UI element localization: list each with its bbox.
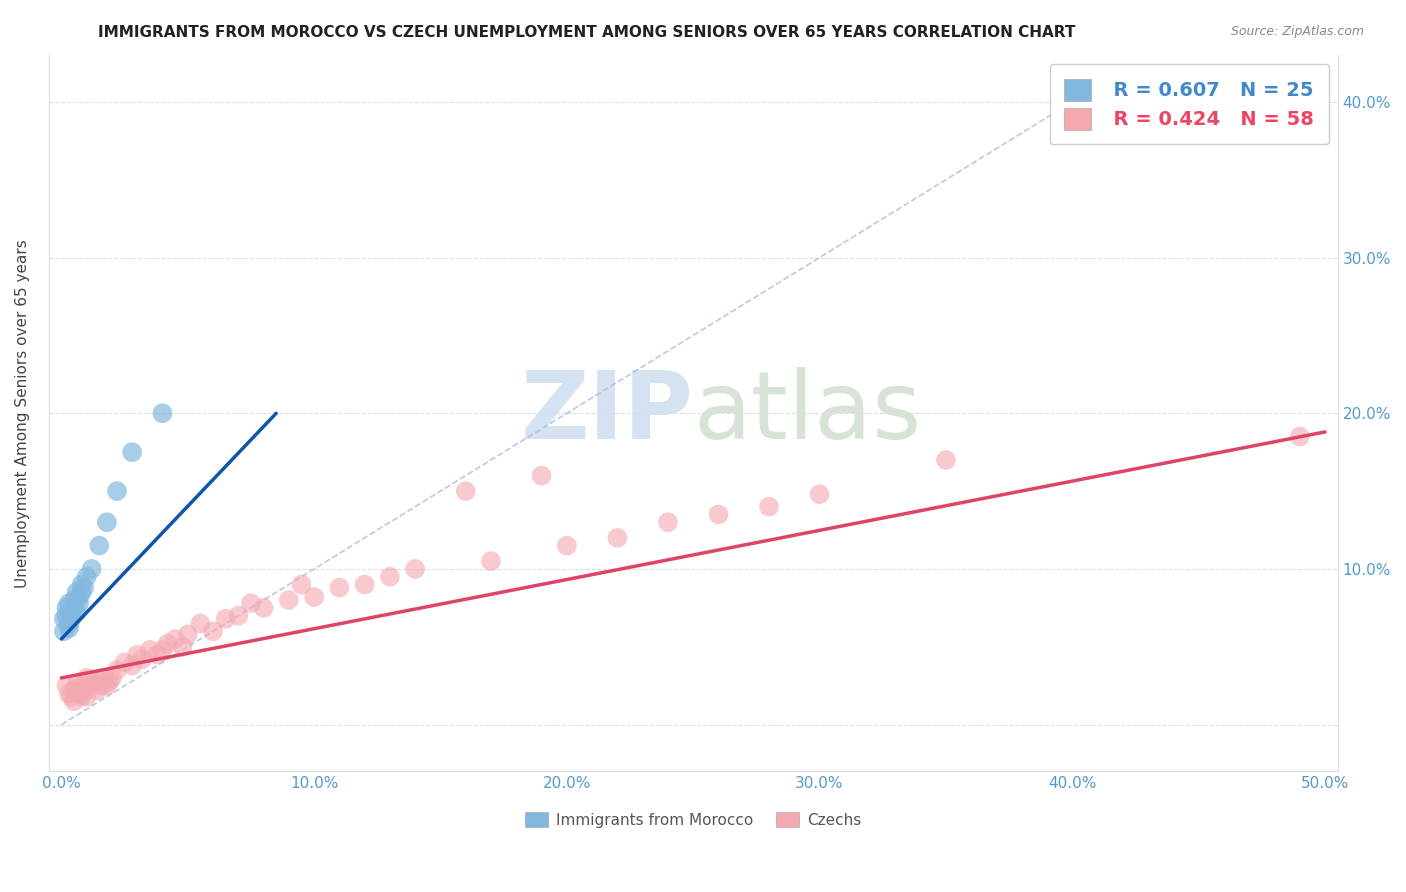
Point (98, 674, 121, 689)
Point (65, 606, 87, 620)
Point (101, 671, 124, 685)
Point (63, 600, 86, 615)
Point (290, 577, 312, 591)
Point (606, 531, 628, 545)
Point (121, 658, 143, 673)
Point (808, 487, 831, 501)
Point (93, 671, 115, 685)
Point (404, 562, 426, 576)
Point (152, 643, 174, 657)
Point (202, 624, 225, 639)
Point (70, 679, 93, 693)
Point (454, 484, 477, 499)
Point (86, 683, 108, 698)
Point (76, 671, 98, 685)
Point (60, 612, 83, 626)
Text: Source: ZipAtlas.com: Source: ZipAtlas.com (1230, 25, 1364, 38)
Text: atlas: atlas (693, 368, 921, 459)
Point (96, 679, 118, 693)
Point (214, 612, 236, 626)
Point (96, 515, 118, 529)
Point (67, 590, 90, 604)
Point (65, 585, 87, 599)
Point (172, 640, 194, 654)
Point (758, 500, 780, 514)
Point (52, 624, 75, 639)
Point (121, 445, 143, 459)
Point (60, 606, 83, 620)
Point (89, 674, 111, 689)
Point (73, 683, 96, 698)
Point (90, 679, 112, 693)
Point (58, 616, 80, 631)
Point (55, 608, 77, 623)
Y-axis label: Unemployment Among Seniors over 65 years: Unemployment Among Seniors over 65 years (15, 239, 30, 588)
Point (131, 652, 153, 666)
Point (114, 656, 136, 670)
Point (73, 581, 96, 595)
Point (165, 632, 187, 646)
Point (935, 453, 957, 467)
Point (76, 570, 98, 584)
Point (177, 627, 200, 641)
Point (58, 621, 80, 635)
Point (226, 608, 249, 623)
Point (58, 596, 80, 610)
Point (152, 406, 174, 420)
Point (353, 577, 375, 591)
Point (52, 612, 75, 626)
Point (80, 674, 103, 689)
Point (302, 590, 325, 604)
Point (139, 643, 162, 657)
Point (77, 679, 100, 693)
Point (127, 648, 149, 662)
Text: ZIP: ZIP (520, 368, 693, 459)
Point (89, 539, 111, 553)
Point (479, 554, 502, 568)
Point (328, 581, 350, 595)
Point (63, 683, 86, 698)
Point (70, 690, 93, 704)
Point (277, 593, 299, 607)
Point (55, 600, 77, 615)
Point (239, 596, 262, 610)
Point (555, 539, 578, 553)
Point (80, 562, 103, 576)
Point (657, 515, 679, 529)
Point (1288, 429, 1310, 443)
Legend: Immigrants from Morocco, Czechs: Immigrants from Morocco, Czechs (517, 804, 869, 835)
Point (105, 663, 128, 677)
Point (378, 570, 401, 584)
Point (105, 484, 128, 499)
Point (60, 690, 83, 704)
Point (63, 593, 86, 607)
Point (55, 679, 77, 693)
Point (156, 637, 179, 651)
Point (530, 468, 553, 483)
Point (65, 679, 87, 693)
Point (58, 686, 80, 700)
Point (707, 508, 730, 522)
Text: IMMIGRANTS FROM MOROCCO VS CZECH UNEMPLOYMENT AMONG SENIORS OVER 65 YEARS CORREL: IMMIGRANTS FROM MOROCCO VS CZECH UNEMPLO… (98, 25, 1076, 40)
Point (83, 679, 105, 693)
Point (67, 596, 90, 610)
Point (252, 600, 274, 615)
Point (70, 577, 93, 591)
Point (63, 694, 86, 708)
Point (190, 616, 212, 631)
Point (70, 585, 93, 599)
Point (76, 690, 98, 704)
Point (146, 648, 169, 662)
Point (67, 686, 90, 700)
